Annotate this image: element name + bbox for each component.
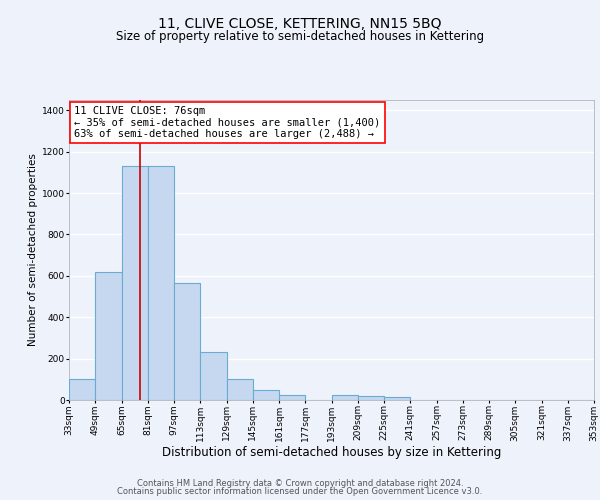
Bar [95,272,121,400]
Bar [148,166,174,400]
Y-axis label: Number of semi-detached properties: Number of semi-detached properties [28,154,38,346]
Bar [331,395,358,400]
Bar [174,283,200,400]
Bar [253,390,279,400]
Text: Contains public sector information licensed under the Open Government Licence v3: Contains public sector information licen… [118,487,482,496]
X-axis label: Distribution of semi-detached houses by size in Kettering: Distribution of semi-detached houses by … [162,446,501,459]
Bar [200,352,227,400]
Text: 11, CLIVE CLOSE, KETTERING, NN15 5BQ: 11, CLIVE CLOSE, KETTERING, NN15 5BQ [158,18,442,32]
Bar [279,395,305,400]
Text: Contains HM Land Registry data © Crown copyright and database right 2024.: Contains HM Land Registry data © Crown c… [137,478,463,488]
Bar [358,396,384,400]
Text: Size of property relative to semi-detached houses in Kettering: Size of property relative to semi-detach… [116,30,484,43]
Bar [384,397,410,400]
Text: 11 CLIVE CLOSE: 76sqm
← 35% of semi-detached houses are smaller (1,400)
63% of s: 11 CLIVE CLOSE: 76sqm ← 35% of semi-deta… [74,106,380,139]
Bar [69,380,95,400]
Bar [227,380,253,400]
Bar [121,166,148,400]
